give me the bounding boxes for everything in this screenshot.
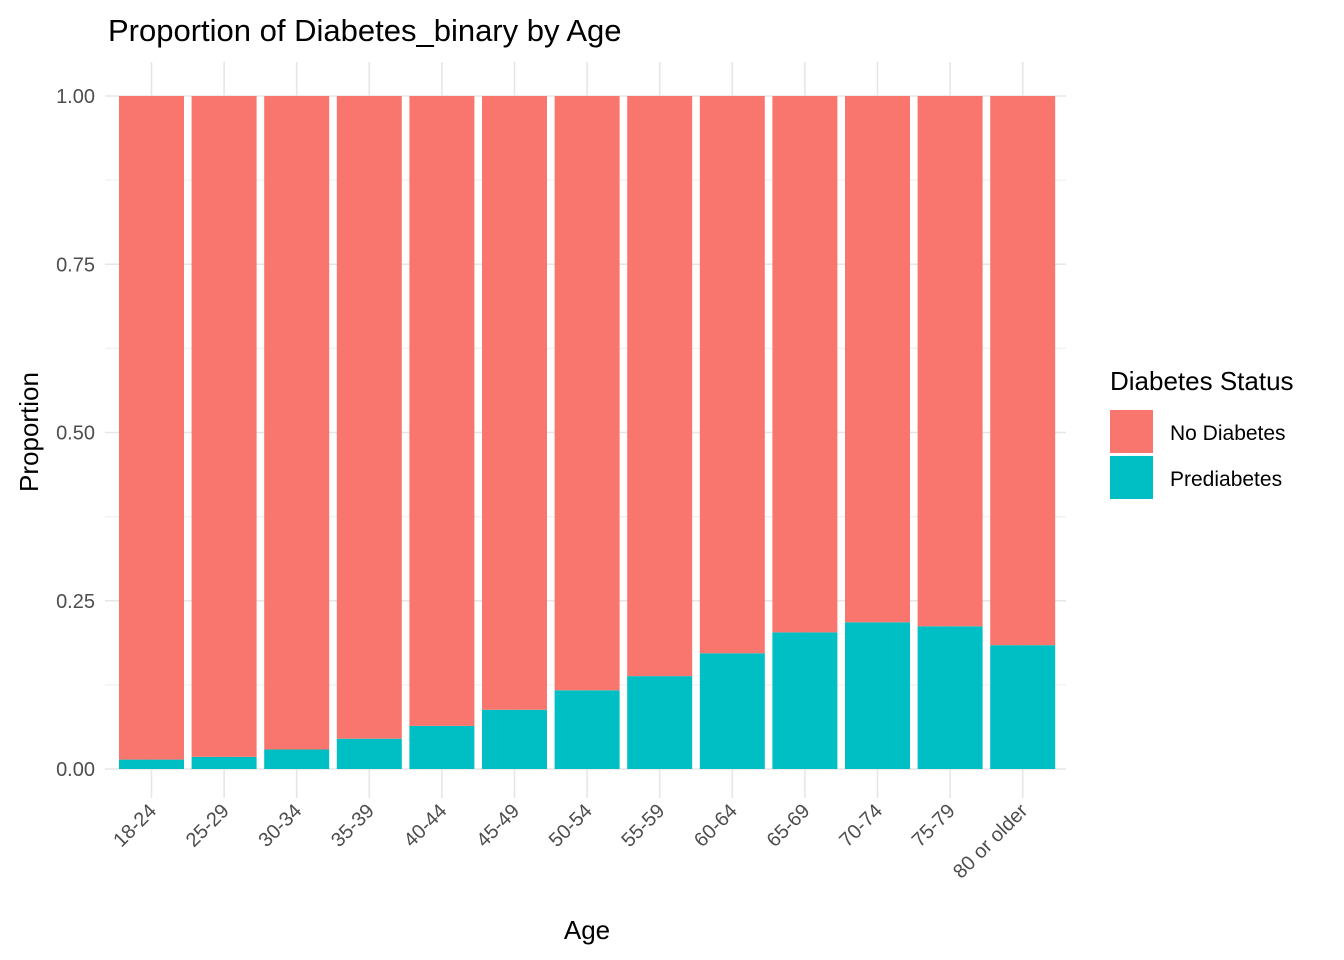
x-axis-title: Age [564, 915, 610, 945]
y-tick-label: 0.00 [56, 759, 95, 781]
x-tick-label: 65-69 [763, 800, 815, 852]
legend-title: Diabetes Status [1110, 366, 1294, 396]
legend-swatch-no-diabetes [1110, 410, 1153, 453]
x-tick-label: 80 or older [949, 800, 1032, 883]
bar-segment-prediabetes [409, 725, 475, 769]
x-tick-label: 45-49 [472, 800, 524, 852]
x-tick-label: 70-74 [835, 800, 887, 852]
legend-swatch-prediabetes [1110, 456, 1153, 499]
bar-segment-no-diabetes [482, 96, 547, 710]
bar-segment-no-diabetes [917, 96, 983, 627]
x-tick-label: 60-64 [690, 800, 742, 852]
x-axis-ticks: 18-24 25-29 30-34 35-39 40-44 45-49 50-54 55-59… [109, 800, 1032, 883]
bar-segment-prediabetes [699, 653, 765, 769]
y-tick-label: 1.00 [56, 86, 95, 108]
bar-segment-prediabetes [554, 690, 620, 769]
bar-segment-no-diabetes [772, 96, 838, 633]
x-tick-label: 55-59 [618, 800, 670, 852]
bar-segment-prediabetes [772, 632, 838, 769]
bar-segment-no-diabetes [554, 96, 620, 691]
y-tick-label: 0.50 [56, 423, 95, 445]
bar-segment-no-diabetes [409, 96, 475, 726]
legend-items: No Diabetes Prediabetes [1110, 410, 1286, 499]
bar-segment-prediabetes [482, 709, 547, 769]
y-axis-ticks: 0.00 0.25 0.50 0.75 1.00 [56, 86, 95, 781]
x-tick-label: 35-39 [327, 800, 379, 852]
x-tick-label: 25-29 [182, 800, 234, 852]
bar-segment-prediabetes [627, 676, 693, 769]
bar-segment-prediabetes [191, 756, 257, 769]
legend-label: Prediabetes [1170, 468, 1282, 491]
bar-segment-no-diabetes [627, 96, 693, 677]
bar-segment-no-diabetes [336, 96, 402, 739]
bars [119, 96, 1056, 769]
y-tick-label: 0.75 [56, 254, 95, 276]
bar-segment-prediabetes [264, 749, 330, 769]
x-tick-label: 30-34 [255, 800, 307, 852]
bar-segment-prediabetes [917, 626, 983, 769]
bar-segment-no-diabetes [990, 96, 1056, 646]
chart-title: Proportion of Diabetes_binary by Age [108, 13, 622, 48]
y-axis-title: Proportion [14, 372, 44, 492]
legend-label: No Diabetes [1170, 422, 1286, 445]
bar-segment-prediabetes [336, 738, 402, 769]
bar-segment-no-diabetes [264, 96, 330, 750]
bar-segment-no-diabetes [699, 96, 765, 654]
bar-segment-prediabetes [845, 622, 910, 769]
bar-segment-prediabetes [990, 645, 1056, 769]
x-tick-label: 40-44 [400, 800, 452, 852]
y-tick-label: 0.25 [56, 591, 95, 613]
x-tick-label: 18-24 [109, 800, 161, 852]
bar-segment-no-diabetes [119, 96, 184, 760]
x-tick-label: 75-79 [908, 800, 960, 852]
x-tick-label: 50-54 [545, 800, 597, 852]
legend: Diabetes Status No Diabetes Prediabetes [1110, 366, 1294, 499]
bar-segment-no-diabetes [845, 96, 910, 623]
bar-segment-no-diabetes [191, 96, 257, 757]
bar-segment-prediabetes [119, 759, 184, 769]
